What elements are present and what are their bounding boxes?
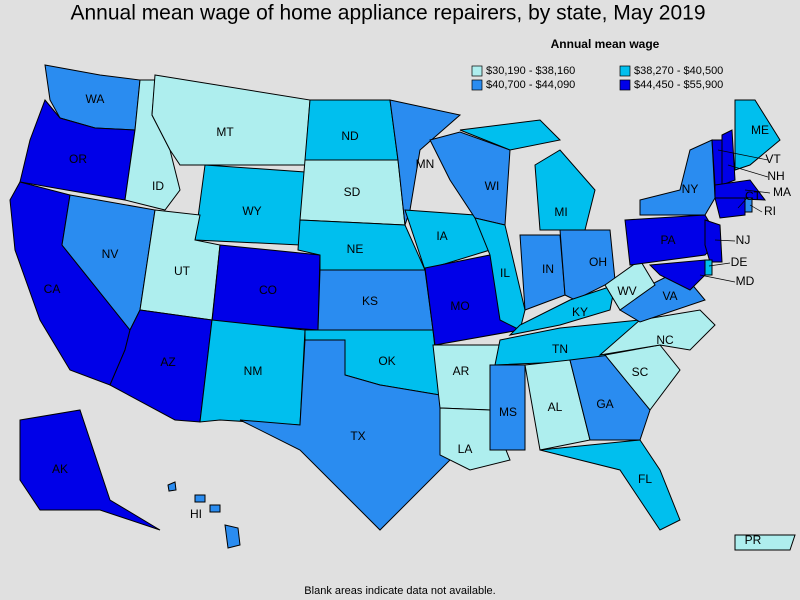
legend-swatch xyxy=(471,79,483,91)
state-label: IA xyxy=(436,229,447,243)
state-label: OK xyxy=(378,354,395,368)
state-label: HI xyxy=(190,507,202,521)
state-shape xyxy=(744,197,753,213)
state-label: TX xyxy=(350,429,365,443)
state-label: AL xyxy=(548,400,563,414)
legend-label: $40,700 - $44,090 xyxy=(486,79,575,91)
legend-swatch xyxy=(619,65,631,77)
state-label: KY xyxy=(572,305,588,319)
state-shape xyxy=(734,99,781,171)
state-label: WY xyxy=(242,204,261,218)
leader-line xyxy=(744,189,771,194)
state-label: VA xyxy=(662,289,677,303)
state-shape xyxy=(569,354,651,441)
state-label: IN xyxy=(542,262,554,276)
state-shape xyxy=(639,139,716,216)
state-shape xyxy=(194,494,206,503)
state-label: ME xyxy=(751,123,769,137)
state-shape xyxy=(209,504,221,513)
leader-line xyxy=(714,239,736,242)
state-shape xyxy=(534,149,596,231)
states: WA OR CA NV ID MT WY UT CO AZ NM ND SD NE KS OK TX MN IA MO… xyxy=(9,64,796,551)
state-label: NC xyxy=(656,333,674,347)
state-label: WV xyxy=(617,284,636,298)
state-label: NY xyxy=(682,182,699,196)
state-shape xyxy=(167,481,177,492)
legend-label: $44,450 - $55,900 xyxy=(634,79,723,91)
state-label: NH xyxy=(767,169,784,183)
state-label: SC xyxy=(632,365,649,379)
state-shape xyxy=(714,179,767,201)
state-label: AZ xyxy=(160,355,175,369)
state-label: WA xyxy=(86,92,105,106)
leader-line xyxy=(727,164,769,178)
state-label: PR xyxy=(745,533,762,547)
state-shape xyxy=(459,119,562,151)
state-label: NJ xyxy=(736,233,751,247)
state-shape xyxy=(19,409,161,531)
state-shape xyxy=(734,534,796,551)
state-label: UT xyxy=(174,264,191,278)
state-label: MO xyxy=(450,299,469,313)
state-label: RI xyxy=(764,204,776,218)
legend: $30,190 - $38,160 $38,270 - $40,500 $40,70… xyxy=(471,65,723,91)
state-label: ND xyxy=(341,129,359,143)
state-label: MD xyxy=(736,274,755,288)
state-label: AK xyxy=(52,462,68,476)
state-label: LA xyxy=(458,442,473,456)
state-label: DE xyxy=(731,255,748,269)
state-shape xyxy=(721,129,736,186)
state-shape xyxy=(559,229,616,301)
state-label: FL xyxy=(638,472,652,486)
leader-line xyxy=(717,149,769,161)
state-label: OH xyxy=(589,255,607,269)
state-shape xyxy=(704,219,723,263)
state-shape xyxy=(539,439,681,531)
state-label: ID xyxy=(152,179,164,193)
legend-swatch xyxy=(619,79,631,91)
state-label: NM xyxy=(244,364,263,378)
state-shape xyxy=(714,197,746,219)
state-shape xyxy=(239,339,451,531)
state-label: TN xyxy=(552,342,568,356)
state-label: WI xyxy=(485,179,500,193)
state-label: PA xyxy=(660,233,675,247)
map-title: Annual mean wage of home appliance repai… xyxy=(70,2,705,25)
state-shape xyxy=(151,74,311,166)
state-shape xyxy=(604,259,656,311)
state-shape xyxy=(704,259,713,276)
leader-line xyxy=(737,196,749,209)
state-label: MS xyxy=(499,405,517,419)
legend-label: $30,190 - $38,160 xyxy=(486,65,575,77)
state-label: MT xyxy=(216,125,234,139)
state-label: AR xyxy=(453,364,470,378)
state-label: GA xyxy=(596,397,613,411)
state-label: OR xyxy=(69,152,87,166)
state-label: KS xyxy=(362,294,378,308)
state-label: NV xyxy=(102,247,119,261)
state-label: MA xyxy=(773,185,791,199)
footnote: Blank areas indicate data not available. xyxy=(304,585,495,597)
legend-title: Annual mean wage xyxy=(551,37,660,51)
leader-line xyxy=(699,274,736,283)
state-label: CA xyxy=(44,282,61,296)
legend-swatch xyxy=(471,65,483,77)
state-label: CT xyxy=(745,189,762,203)
state-label: VT xyxy=(765,152,781,166)
legend-label: $38,270 - $40,500 xyxy=(634,65,723,77)
state-shape xyxy=(224,524,241,549)
state-label: NE xyxy=(347,242,364,256)
state-label: IL xyxy=(500,266,510,280)
state-label: CO xyxy=(259,283,277,297)
state-label: MN xyxy=(416,157,435,171)
leader-line xyxy=(708,262,731,267)
state-shape xyxy=(489,364,526,451)
state-label: MI xyxy=(554,205,567,219)
leader-line xyxy=(749,204,763,213)
state-shape xyxy=(648,259,706,291)
state-label: SD xyxy=(344,185,361,199)
